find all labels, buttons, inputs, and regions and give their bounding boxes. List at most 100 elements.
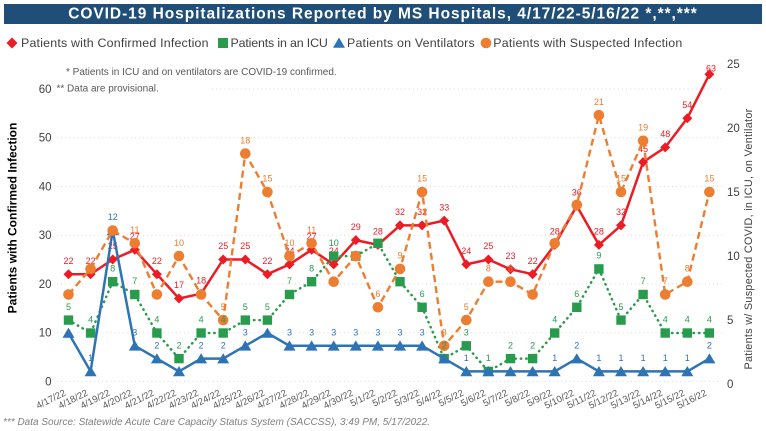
svg-text:11: 11 bbox=[307, 225, 316, 235]
svg-text:2: 2 bbox=[508, 340, 513, 350]
svg-text:40: 40 bbox=[39, 181, 52, 193]
svg-text:15: 15 bbox=[704, 174, 714, 184]
svg-text:4: 4 bbox=[707, 315, 712, 325]
svg-text:7: 7 bbox=[641, 276, 646, 286]
svg-text:5: 5 bbox=[66, 302, 71, 312]
svg-text:1: 1 bbox=[464, 353, 469, 363]
svg-text:30: 30 bbox=[39, 230, 52, 242]
svg-text:15: 15 bbox=[727, 187, 740, 199]
svg-text:10: 10 bbox=[39, 328, 52, 340]
svg-text:3: 3 bbox=[353, 328, 358, 338]
svg-text:3: 3 bbox=[309, 328, 314, 338]
svg-text:20: 20 bbox=[727, 123, 740, 135]
svg-text:11: 11 bbox=[130, 225, 139, 235]
svg-text:5: 5 bbox=[265, 302, 270, 312]
svg-text:2: 2 bbox=[154, 340, 159, 350]
svg-text:9: 9 bbox=[397, 251, 402, 261]
svg-text:29: 29 bbox=[351, 222, 361, 232]
svg-text:20: 20 bbox=[39, 279, 52, 291]
svg-text:22: 22 bbox=[63, 256, 73, 266]
svg-text:10: 10 bbox=[284, 238, 294, 248]
svg-text:0: 0 bbox=[45, 376, 51, 388]
svg-text:24: 24 bbox=[461, 246, 471, 256]
svg-text:3: 3 bbox=[243, 328, 248, 338]
svg-text:Patients in an ICU: Patients in an ICU bbox=[231, 36, 328, 50]
svg-text:60: 60 bbox=[39, 84, 52, 96]
svg-text:1: 1 bbox=[618, 353, 623, 363]
svg-text:4: 4 bbox=[199, 315, 204, 325]
svg-text:19: 19 bbox=[638, 123, 648, 133]
svg-text:36: 36 bbox=[572, 188, 582, 198]
svg-text:1: 1 bbox=[641, 353, 646, 363]
svg-text:21: 21 bbox=[594, 97, 604, 107]
svg-text:22: 22 bbox=[152, 256, 162, 266]
svg-text:7: 7 bbox=[287, 276, 292, 286]
svg-text:15: 15 bbox=[417, 174, 427, 184]
svg-text:5: 5 bbox=[727, 315, 733, 327]
svg-text:1: 1 bbox=[88, 353, 93, 363]
svg-text:7: 7 bbox=[663, 276, 668, 286]
svg-text:3: 3 bbox=[375, 328, 380, 338]
svg-text:4: 4 bbox=[221, 315, 226, 325]
svg-text:25: 25 bbox=[727, 59, 740, 71]
svg-text:** Data are provisional.: ** Data are provisional. bbox=[57, 84, 159, 95]
svg-text:32: 32 bbox=[616, 207, 626, 217]
svg-text:22: 22 bbox=[528, 256, 538, 266]
svg-text:4: 4 bbox=[663, 315, 668, 325]
svg-text:6: 6 bbox=[375, 289, 380, 299]
svg-text:23: 23 bbox=[505, 251, 515, 261]
svg-text:27: 27 bbox=[307, 232, 317, 242]
svg-text:4: 4 bbox=[88, 315, 93, 325]
svg-text:22: 22 bbox=[262, 256, 272, 266]
svg-text:Patients with Confirmed Infect: Patients with Confirmed Infection bbox=[6, 123, 20, 314]
svg-text:25: 25 bbox=[483, 241, 493, 251]
svg-text:3: 3 bbox=[132, 328, 137, 338]
svg-text:1: 1 bbox=[552, 353, 557, 363]
svg-text:2: 2 bbox=[530, 340, 535, 350]
svg-text:5: 5 bbox=[618, 302, 623, 312]
svg-text:6: 6 bbox=[420, 289, 425, 299]
svg-text:5: 5 bbox=[221, 302, 226, 312]
svg-text:12: 12 bbox=[108, 212, 118, 222]
svg-text:3: 3 bbox=[397, 328, 402, 338]
svg-text:24: 24 bbox=[329, 246, 339, 256]
svg-text:33: 33 bbox=[439, 202, 449, 212]
svg-text:22: 22 bbox=[86, 256, 96, 266]
svg-text:48: 48 bbox=[660, 129, 670, 139]
svg-text:10: 10 bbox=[727, 251, 740, 263]
svg-text:* Patients in ICU and on venti: * Patients in ICU and on ventilators are… bbox=[66, 67, 337, 78]
svg-text:9: 9 bbox=[596, 251, 601, 261]
svg-text:5: 5 bbox=[243, 302, 248, 312]
svg-text:8: 8 bbox=[508, 263, 513, 273]
svg-text:2: 2 bbox=[707, 340, 712, 350]
svg-text:28: 28 bbox=[550, 227, 560, 237]
svg-text:Patients with Suspected Infect: Patients with Suspected Infection bbox=[493, 36, 682, 50]
svg-text:4: 4 bbox=[552, 315, 557, 325]
svg-text:3: 3 bbox=[420, 328, 425, 338]
svg-text:2: 2 bbox=[442, 340, 447, 350]
svg-text:18: 18 bbox=[240, 135, 250, 145]
svg-text:7: 7 bbox=[132, 276, 137, 286]
svg-text:32: 32 bbox=[395, 207, 405, 217]
svg-text:25: 25 bbox=[240, 241, 250, 251]
svg-text:2: 2 bbox=[574, 340, 579, 350]
svg-text:4: 4 bbox=[685, 315, 690, 325]
svg-text:COVID-19 Hospitalizations Repo: COVID-19 Hospitalizations Reported by MS… bbox=[68, 6, 698, 23]
svg-text:8: 8 bbox=[486, 263, 491, 273]
svg-text:3: 3 bbox=[464, 328, 469, 338]
svg-text:25: 25 bbox=[218, 241, 228, 251]
svg-text:8: 8 bbox=[309, 263, 314, 273]
svg-text:8: 8 bbox=[110, 263, 115, 273]
svg-text:10: 10 bbox=[329, 238, 339, 248]
svg-text:8: 8 bbox=[685, 263, 690, 273]
svg-text:15: 15 bbox=[262, 174, 272, 184]
svg-text:*** Data Source: Statewide Acu: *** Data Source: Statewide Acute Care Ca… bbox=[3, 417, 430, 428]
svg-text:3: 3 bbox=[287, 328, 292, 338]
svg-text:32: 32 bbox=[417, 207, 427, 217]
svg-text:1: 1 bbox=[685, 353, 690, 363]
svg-text:10: 10 bbox=[174, 238, 184, 248]
svg-text:4: 4 bbox=[154, 315, 159, 325]
svg-text:18: 18 bbox=[196, 275, 206, 285]
svg-text:3: 3 bbox=[442, 328, 447, 338]
svg-text:0: 0 bbox=[727, 379, 733, 391]
